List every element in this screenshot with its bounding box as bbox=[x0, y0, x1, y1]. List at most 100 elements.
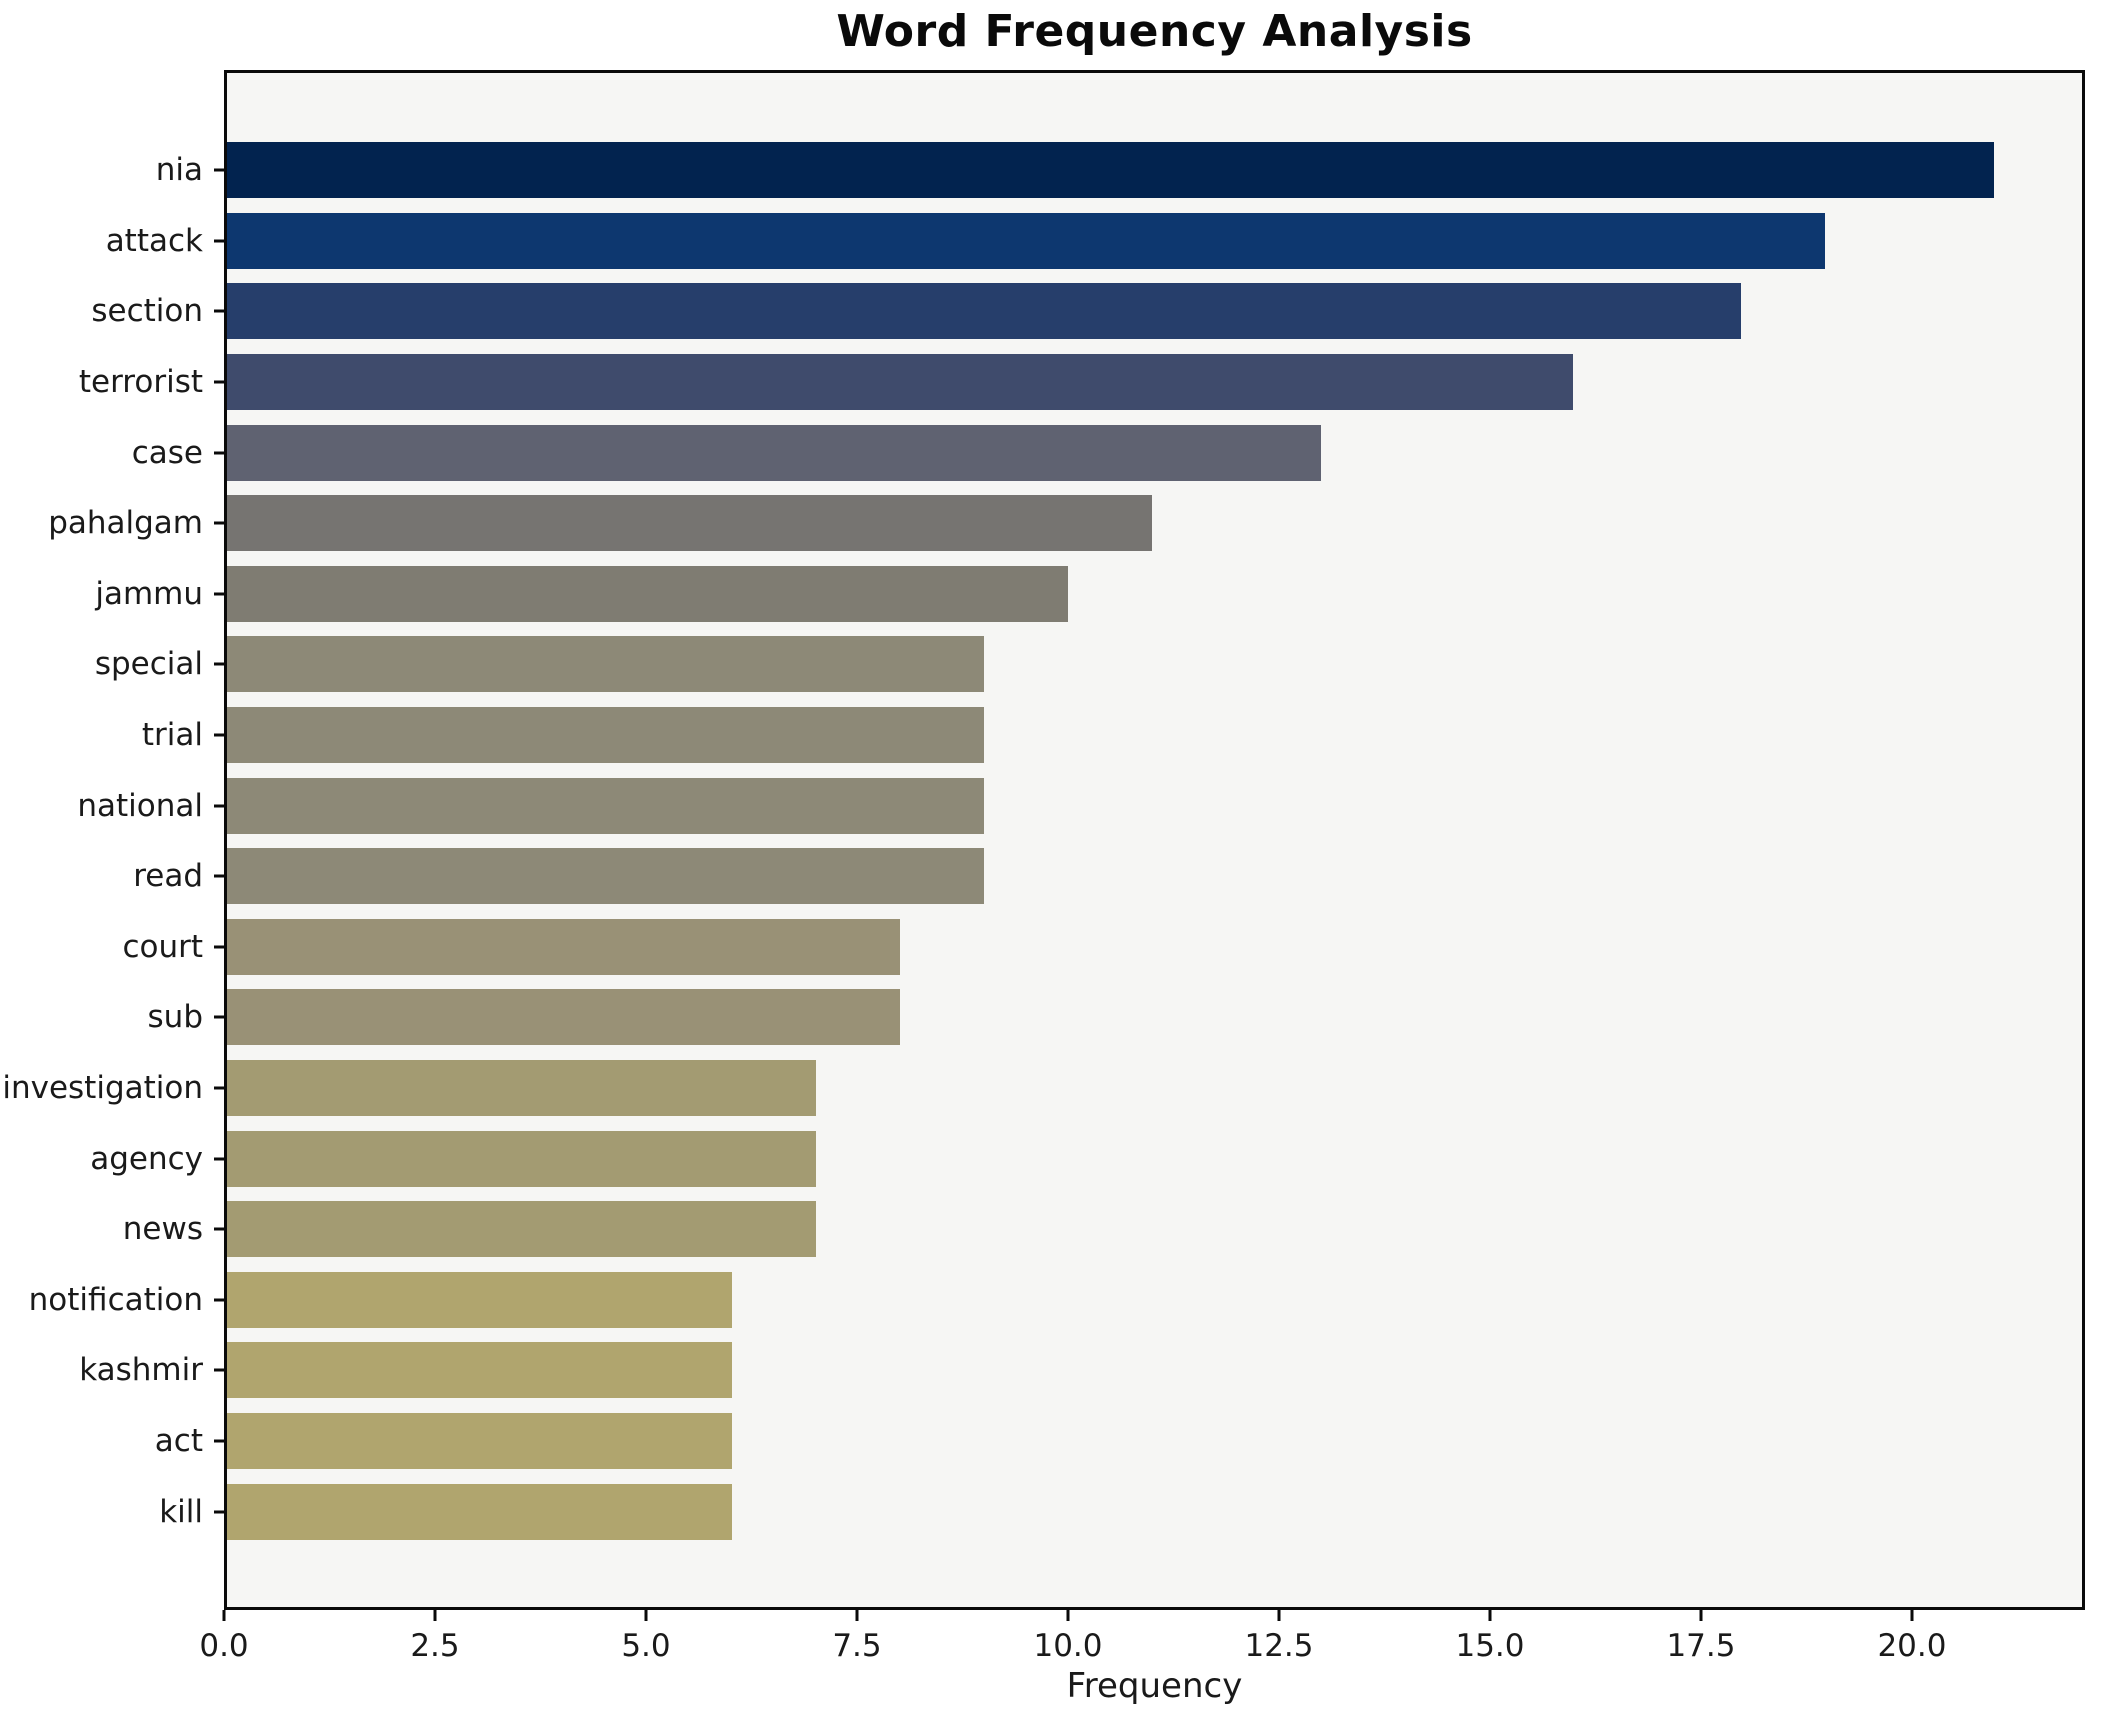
y-tick-label: case bbox=[131, 434, 203, 471]
bar-row: sub bbox=[148, 982, 2082, 1053]
bar-row: agency bbox=[90, 1123, 2082, 1194]
plot-area: nia attack section terrorist case pahalgam jam… bbox=[2, 70, 2085, 1610]
bar-row: case bbox=[132, 417, 2082, 488]
y-tick-mark bbox=[214, 1015, 224, 1019]
bar bbox=[227, 777, 985, 834]
bar bbox=[227, 495, 1153, 552]
x-tick-mark bbox=[1277, 1610, 1281, 1621]
x-tick-mark bbox=[855, 1610, 859, 1621]
y-tick-label: court bbox=[122, 928, 203, 965]
y-tick-mark bbox=[214, 451, 224, 455]
x-tick-label: 7.5 bbox=[832, 1628, 882, 1664]
bar bbox=[227, 142, 1994, 199]
y-tick-label: sub bbox=[147, 999, 203, 1036]
bar bbox=[227, 1412, 732, 1469]
y-tick-label: special bbox=[94, 646, 203, 683]
x-tick-mark bbox=[1699, 1610, 1703, 1621]
bar-row: attack bbox=[106, 206, 2082, 277]
y-tick-label: read bbox=[133, 858, 203, 895]
x-tick-label: 5.0 bbox=[621, 1628, 671, 1664]
y-tick-label: terrorist bbox=[78, 364, 203, 401]
bar bbox=[227, 1271, 732, 1328]
y-tick-label: act bbox=[154, 1422, 203, 1459]
y-tick-mark bbox=[214, 380, 224, 384]
y-tick-mark bbox=[214, 168, 224, 172]
bar-row: national bbox=[77, 770, 2082, 841]
y-tick-label: kill bbox=[159, 1493, 203, 1530]
bar-row: section bbox=[91, 276, 2082, 347]
bars-container: nia attack section terrorist case pahalgam jam… bbox=[2, 73, 2082, 1607]
y-tick-mark bbox=[214, 733, 224, 737]
bar-row: special bbox=[95, 629, 2082, 700]
y-tick-label: attack bbox=[105, 222, 203, 259]
bar bbox=[227, 1342, 732, 1399]
y-tick-mark bbox=[214, 1439, 224, 1443]
bar-row: kill bbox=[159, 1476, 2082, 1547]
y-tick-mark bbox=[214, 1157, 224, 1161]
x-tick-mark bbox=[644, 1610, 648, 1621]
bar-row: news bbox=[123, 1194, 2082, 1265]
y-tick-label: pahalgam bbox=[48, 505, 203, 542]
bar bbox=[227, 424, 1321, 481]
bar bbox=[227, 989, 901, 1046]
bar-row: nia bbox=[156, 135, 2082, 206]
y-tick-mark bbox=[214, 945, 224, 949]
bar bbox=[227, 283, 1742, 340]
bar-row: kashmir bbox=[79, 1335, 2082, 1406]
y-tick-mark bbox=[214, 1086, 224, 1090]
bar-row: terrorist bbox=[79, 347, 2082, 418]
x-tick-mark bbox=[222, 1610, 226, 1621]
x-tick-label: 0.0 bbox=[199, 1628, 249, 1664]
bar-row: trial bbox=[142, 700, 2082, 771]
x-tick-label: 10.0 bbox=[1033, 1628, 1103, 1664]
bar bbox=[227, 707, 985, 764]
y-tick-label: news bbox=[122, 1211, 203, 1248]
bar bbox=[227, 1483, 732, 1540]
y-tick-mark bbox=[214, 1510, 224, 1514]
y-tick-label: national bbox=[77, 787, 203, 824]
bar-row: jammu bbox=[95, 559, 2082, 630]
y-tick-mark bbox=[214, 874, 224, 878]
bar-row: notification bbox=[29, 1265, 2082, 1336]
x-tick-mark bbox=[1488, 1610, 1492, 1621]
y-tick-mark bbox=[214, 592, 224, 596]
bar bbox=[227, 1201, 816, 1258]
x-tick-label: 20.0 bbox=[1877, 1628, 1947, 1664]
bar-row: act bbox=[155, 1406, 2082, 1477]
bar bbox=[227, 565, 1069, 622]
y-tick-label: section bbox=[91, 293, 203, 330]
y-tick-mark bbox=[214, 662, 224, 666]
bar-row: court bbox=[122, 912, 2082, 983]
y-tick-mark bbox=[214, 1227, 224, 1231]
y-tick-mark bbox=[214, 239, 224, 243]
y-tick-mark bbox=[214, 521, 224, 525]
bar bbox=[227, 1060, 816, 1117]
bar bbox=[227, 918, 901, 975]
bar-row: pahalgam bbox=[48, 488, 2082, 559]
x-axis: 0.0 2.5 5.0 7.5 10.0 12.5 15.0 17.5 20.0 bbox=[199, 1610, 2085, 1680]
x-axis-label: Frequency bbox=[1066, 1666, 1243, 1706]
chart-title: Word Frequency Analysis bbox=[836, 6, 1473, 57]
y-tick-mark bbox=[214, 804, 224, 808]
bar bbox=[227, 1130, 816, 1187]
x-tick-mark bbox=[1066, 1610, 1070, 1621]
bar bbox=[227, 354, 1574, 411]
y-tick-label: notification bbox=[28, 1281, 203, 1318]
bar bbox=[227, 848, 985, 905]
y-tick-mark bbox=[214, 1298, 224, 1302]
bar-row: read bbox=[133, 841, 2082, 912]
y-tick-label: investigation bbox=[2, 1070, 203, 1107]
x-tick-label: 12.5 bbox=[1244, 1628, 1314, 1664]
bar bbox=[227, 212, 1826, 269]
bar-row: investigation bbox=[2, 1053, 2082, 1124]
x-tick-label: 15.0 bbox=[1455, 1628, 1525, 1664]
y-tick-label: nia bbox=[155, 152, 203, 189]
x-tick-label: 2.5 bbox=[410, 1628, 460, 1664]
y-tick-mark bbox=[214, 309, 224, 313]
y-tick-label: trial bbox=[141, 717, 203, 754]
y-tick-label: kashmir bbox=[79, 1352, 203, 1389]
x-tick-label: 17.5 bbox=[1666, 1628, 1736, 1664]
y-tick-mark bbox=[214, 1368, 224, 1372]
x-tick-mark bbox=[433, 1610, 437, 1621]
